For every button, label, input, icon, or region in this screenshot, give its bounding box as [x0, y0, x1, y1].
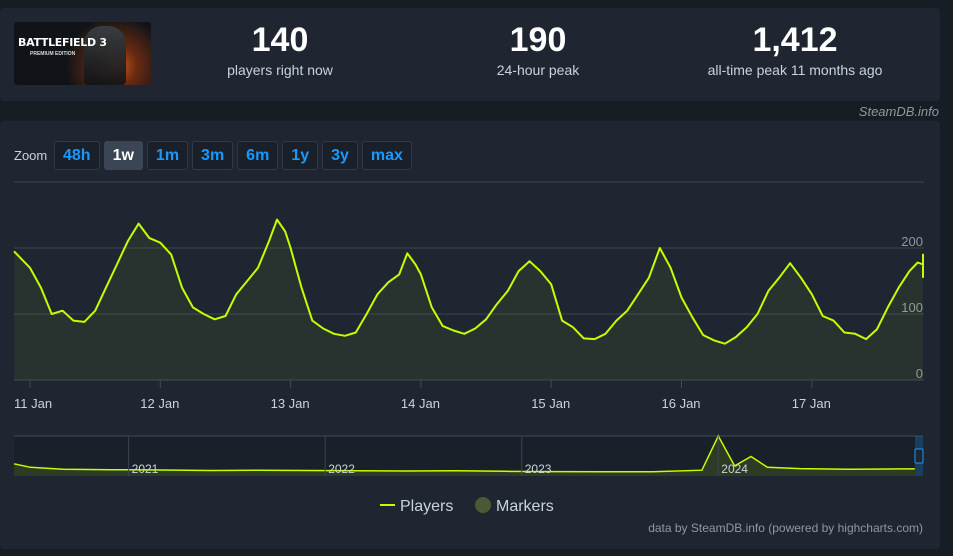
zoom-1w-button[interactable]: 1w [103, 141, 143, 170]
navigator-area [14, 436, 915, 476]
navigator-tick-label: 2021 [132, 462, 159, 476]
chart-card [0, 121, 940, 549]
stat-label: all-time peak 11 months ago [707, 62, 883, 78]
x-tick-label: 14 Jan [401, 396, 440, 411]
zoom-1m-button[interactable]: 1m [146, 141, 189, 170]
x-tick-label: 15 Jan [531, 396, 570, 411]
stat-value: 190 [509, 21, 567, 59]
zoom-3y-button[interactable]: 3y [322, 141, 358, 170]
players-area-fill [14, 219, 923, 380]
stat-value: 1,412 [752, 21, 838, 59]
legend-markers-symbol [475, 497, 491, 513]
x-tick-label: 11 Jan [14, 396, 52, 411]
y-tick-label: 0 [916, 366, 923, 381]
game-header-image[interactable]: BATTLEFIELD 3 PREMIUM EDITION [14, 22, 151, 85]
zoom-label: Zoom [14, 148, 48, 163]
navigator-tick-label: 2024 [721, 462, 748, 476]
stat-label: 24-hour peak [496, 62, 580, 78]
zoom-48h-button[interactable]: 48h [54, 141, 100, 170]
stat-label: players right now [227, 62, 333, 78]
zoom-1y-button[interactable]: 1y [282, 141, 319, 170]
x-tick-label: 13 Jan [271, 396, 310, 411]
x-tick-label: 16 Jan [662, 396, 701, 411]
stat-current-players: 140 players right now [170, 22, 390, 78]
stat-all-time-peak: 1,412 all-time peak 11 months ago [685, 22, 905, 78]
players-series-line [13, 218, 924, 345]
zoom-6m-button[interactable]: 6m [237, 141, 279, 170]
game-logo-title: BATTLEFIELD 3 [18, 36, 107, 49]
y-tick-label: 100 [901, 300, 923, 315]
stat-24h-peak: 190 24-hour peak [428, 22, 648, 78]
game-logo-subtitle: PREMIUM EDITION [30, 51, 76, 57]
stats-card [0, 8, 940, 101]
navigator-tick-label: 2023 [525, 462, 552, 476]
navigator-handle[interactable] [914, 448, 924, 464]
soldier-illustration [84, 26, 126, 85]
legend[interactable]: Players Markers [380, 497, 554, 515]
highcharts-credit-link[interactable]: data by SteamDB.info (powered by highcha… [648, 521, 923, 535]
zoom-button-group: 48h 1w 1m 3m 6m 1y 3y max [54, 141, 412, 170]
navigator-tick-label: 2022 [328, 462, 355, 476]
y-tick-label: 200 [901, 234, 923, 249]
legend-players-label: Players [400, 498, 453, 515]
navigator-line [13, 434, 915, 473]
stat-value: 140 [251, 21, 309, 59]
x-tick-label: 17 Jan [792, 396, 831, 411]
x-tick-label: 12 Jan [140, 396, 179, 411]
legend-markers-label: Markers [496, 498, 554, 515]
zoom-3m-button[interactable]: 3m [192, 141, 234, 170]
steamdb-credit-link[interactable]: SteamDB.info [858, 104, 939, 119]
zoom-max-button[interactable]: max [361, 141, 412, 170]
